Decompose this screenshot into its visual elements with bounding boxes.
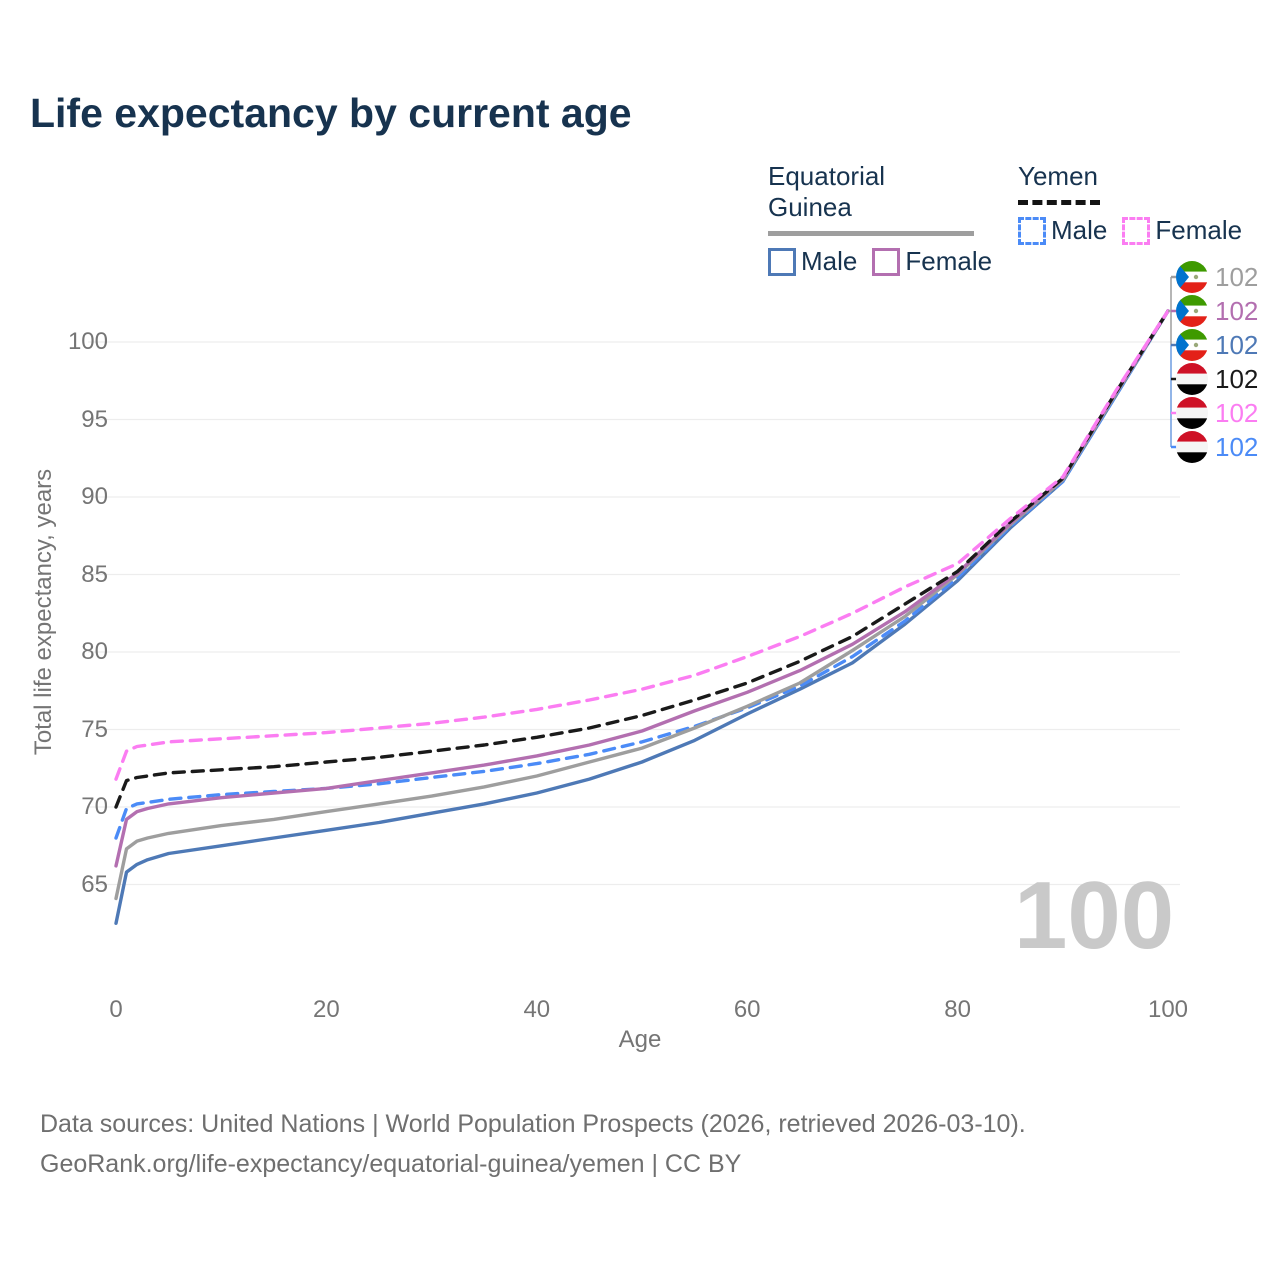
end-value: 102 (1215, 363, 1259, 394)
series-line-equatorial-guinea-total[interactable] (114, 309, 1170, 901)
series-line-equatorial-guinea-male[interactable] (114, 309, 1170, 925)
y-tick-label: 75 (81, 715, 108, 743)
equatorial-guinea-flag-icon (1176, 329, 1208, 361)
eg-female-swatch-icon (872, 247, 901, 276)
y-tick-label: 95 (81, 405, 108, 433)
y-tick-label: 100 (67, 328, 108, 355)
x-axis-title: Age (618, 1026, 662, 1053)
end-label-row[interactable]: 102 (1176, 430, 1258, 464)
series-line-yemen-total[interactable] (114, 309, 1170, 809)
x-tick-label: 80 (944, 996, 971, 1023)
x-tick-label: 40 (523, 996, 551, 1023)
y-tick-label: 85 (81, 560, 108, 588)
yemen-female-swatch-icon (1122, 216, 1151, 245)
legend-item-yemen-male[interactable]: Male (1018, 215, 1107, 246)
age-counter-watermark: 100 (1014, 862, 1175, 969)
end-value: 102 (1215, 261, 1259, 292)
legend-group-yemen: Yemen Male Female (1018, 161, 1258, 246)
source-url-text: GeoRank.org/life-expectancy/equatorial-g… (40, 1150, 742, 1178)
legend-group-title-equatorial-guinea[interactable]: Equatorial Guinea (768, 161, 886, 222)
y-axis-title: Total life expectancy, years (30, 468, 57, 756)
legend-item-label: Male (801, 246, 858, 276)
page-title: Life expectancy by current age (30, 90, 632, 136)
legend-group-title-yemen[interactable]: Yemen (1018, 161, 1098, 191)
end-value: 102 (1215, 431, 1259, 462)
series-line-yemen-male[interactable] (114, 309, 1170, 840)
x-tick-label: 60 (733, 996, 761, 1023)
legend-line-sample-solid (768, 231, 974, 236)
legend-line-sample-dashed (1018, 200, 1100, 205)
yemen-flag-icon (1176, 397, 1208, 429)
end-label-row[interactable]: 102 (1176, 260, 1258, 294)
yemen-flag-icon (1176, 363, 1208, 395)
end-label-row[interactable]: 102 (1176, 362, 1258, 396)
legend-item-label: Male (1051, 215, 1108, 245)
gridlines (88, 341, 1180, 886)
series-line-equatorial-guinea-female[interactable] (114, 309, 1170, 868)
eg-male-swatch-icon (768, 247, 796, 276)
legend-item-eg-female[interactable]: Female (872, 246, 992, 277)
end-label-row[interactable]: 102 (1176, 396, 1258, 430)
yemen-male-swatch-icon (1018, 216, 1046, 245)
end-label-row[interactable]: 102 (1176, 294, 1258, 328)
y-tick-label: 90 (81, 483, 108, 510)
x-tick-label: 100 (1147, 996, 1189, 1023)
equatorial-guinea-flag-icon (1176, 295, 1208, 327)
legend-group-equatorial-guinea: Equatorial Guinea Male Female (768, 161, 992, 277)
equatorial-guinea-flag-icon (1176, 261, 1208, 293)
end-value: 102 (1215, 397, 1259, 428)
end-value: 102 (1215, 329, 1259, 360)
y-tick-label: 65 (81, 870, 108, 898)
legend-item-eg-male[interactable]: Male (768, 246, 857, 277)
x-tick-label: 0 (109, 996, 123, 1023)
series-line-yemen-female[interactable] (114, 309, 1170, 781)
legend-item-label: Female (1155, 215, 1243, 245)
y-tick-label: 80 (81, 638, 108, 665)
yemen-flag-icon (1176, 431, 1208, 463)
legend-item-yemen-female[interactable]: Female (1122, 215, 1242, 246)
x-tick-label: 20 (313, 996, 340, 1023)
legend-item-label: Female (905, 246, 993, 276)
end-value: 102 (1215, 295, 1259, 326)
y-tick-label: 70 (81, 793, 108, 820)
data-source-text: Data sources: United Nations | World Pop… (40, 1110, 1026, 1138)
end-label-row[interactable]: 102 (1176, 328, 1258, 362)
